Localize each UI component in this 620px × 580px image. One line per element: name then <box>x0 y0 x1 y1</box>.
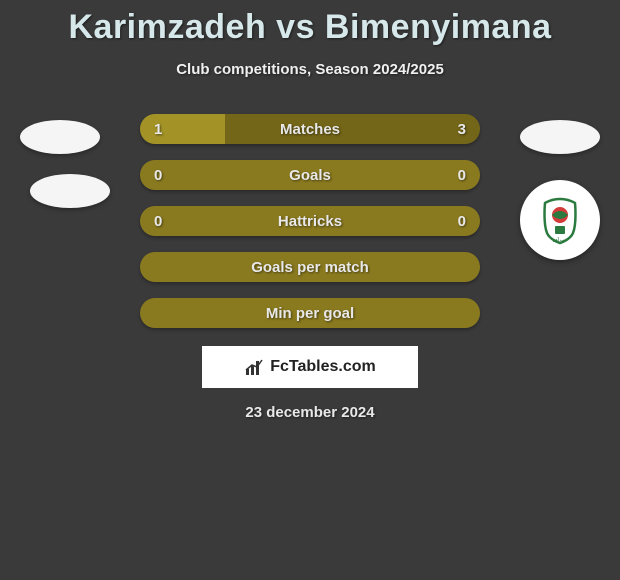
stat-right-value: 3 <box>458 121 466 138</box>
stat-left-value: 0 <box>154 213 162 230</box>
stat-row-goals: 0 Goals 0 <box>140 160 480 190</box>
stat-row-hattricks: 0 Hattricks 0 <box>140 206 480 236</box>
stat-row-goals-per-match: Goals per match <box>140 252 480 282</box>
stat-bar-right <box>310 160 480 190</box>
svg-text:ذوب آهن: ذوب آهن <box>553 236 568 243</box>
stat-label: Matches <box>280 121 340 138</box>
stat-bar-right <box>225 114 480 144</box>
stat-row-matches: 1 Matches 3 <box>140 114 480 144</box>
stat-left-value: 1 <box>154 121 162 138</box>
stat-bar-left <box>140 160 310 190</box>
player-left-badge-2 <box>30 174 110 208</box>
player-right-badge-1 <box>520 120 600 154</box>
club-crest-icon: ذوب آهن <box>533 193 587 247</box>
stat-label: Min per goal <box>266 305 354 322</box>
stat-right-value: 0 <box>458 167 466 184</box>
stat-label: Hattricks <box>278 213 342 230</box>
logo-text: FcTables.com <box>270 358 376 376</box>
stat-label: Goals <box>289 167 331 184</box>
player-left-badge-1 <box>20 120 100 154</box>
site-logo: FcTables.com <box>202 346 418 388</box>
stat-bar-left <box>140 114 225 144</box>
stat-right-value: 0 <box>458 213 466 230</box>
chart-icon <box>244 356 266 378</box>
subtitle: Club competitions, Season 2024/2025 <box>0 61 620 78</box>
player-right-club-badge: ذوب آهن <box>520 180 600 260</box>
stat-label: Goals per match <box>251 259 369 276</box>
date-label: 23 december 2024 <box>0 404 620 421</box>
stat-left-value: 0 <box>154 167 162 184</box>
header: Karimzadeh vs Bimenyimana Club competiti… <box>0 0 620 78</box>
stat-row-min-per-goal: Min per goal <box>140 298 480 328</box>
page-title: Karimzadeh vs Bimenyimana <box>0 8 620 47</box>
